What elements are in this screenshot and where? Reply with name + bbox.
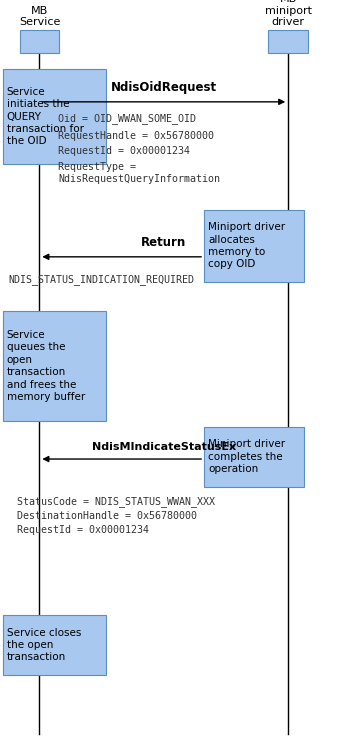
Text: Oid = OID_WWAN_SOME_OID: Oid = OID_WWAN_SOME_OID <box>58 113 196 124</box>
Text: NdisMIndicateStatusEx: NdisMIndicateStatusEx <box>92 441 236 452</box>
Text: RequestId = 0x00001234: RequestId = 0x00001234 <box>58 146 190 156</box>
Text: RequestType =
NdisRequestQueryInformation: RequestType = NdisRequestQueryInformatio… <box>58 162 220 184</box>
Bar <box>204 427 304 487</box>
Text: Return: Return <box>141 236 186 249</box>
Bar <box>3 69 106 164</box>
Text: Service closes
the open
transaction: Service closes the open transaction <box>7 627 81 663</box>
Text: RequestId = 0x00001234: RequestId = 0x00001234 <box>17 525 149 536</box>
Bar <box>204 210 304 282</box>
Text: MB
miniport
driver: MB miniport driver <box>264 0 312 27</box>
Text: NDIS_STATUS_INDICATION_REQUIRED: NDIS_STATUS_INDICATION_REQUIRED <box>9 275 194 286</box>
Text: StatusCode = NDIS_STATUS_WWAN_XXX: StatusCode = NDIS_STATUS_WWAN_XXX <box>17 496 215 507</box>
Text: NdisOidRequest: NdisOidRequest <box>111 81 217 94</box>
Text: Service
initiates the
QUERY
transaction for
the OID: Service initiates the QUERY transaction … <box>7 87 84 146</box>
Text: Miniport driver
allocates
memory to
copy OID: Miniport driver allocates memory to copy… <box>208 222 285 269</box>
Text: MB
Service: MB Service <box>19 6 60 27</box>
Text: RequestHandle = 0x56780000: RequestHandle = 0x56780000 <box>58 131 214 141</box>
Text: Miniport driver
completes the
operation: Miniport driver completes the operation <box>208 439 285 475</box>
Bar <box>268 30 308 53</box>
Bar <box>20 30 59 53</box>
Text: Service
queues the
open
transaction
and frees the
memory buffer: Service queues the open transaction and … <box>7 330 85 402</box>
Bar <box>3 311 106 421</box>
Text: DestinationHandle = 0x56780000: DestinationHandle = 0x56780000 <box>17 511 197 521</box>
Bar <box>3 615 106 675</box>
